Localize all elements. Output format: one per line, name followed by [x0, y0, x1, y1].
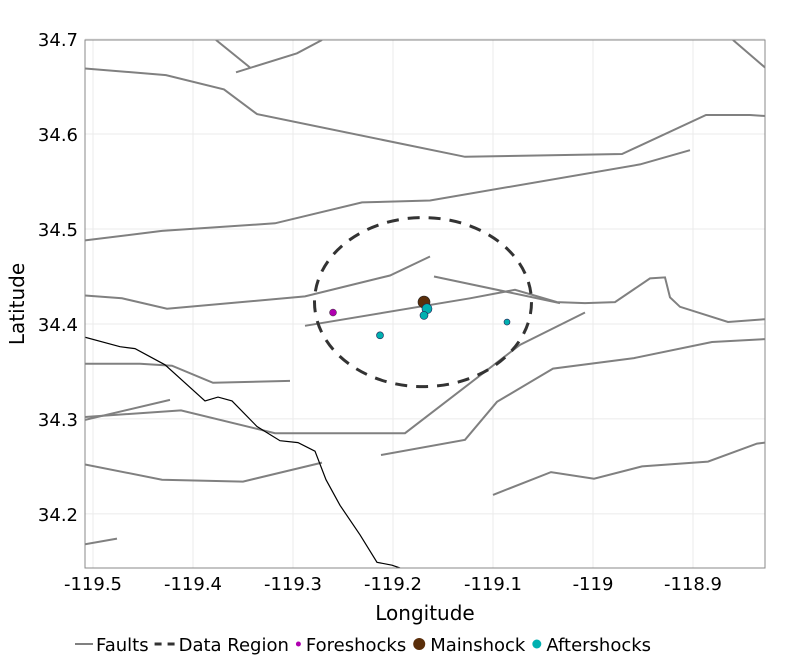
- x-tick-label: -119.4: [164, 574, 222, 595]
- y-axis-label: Latitude: [5, 263, 29, 345]
- fault-line: [85, 362, 291, 384]
- fault-line: [85, 461, 323, 483]
- legend-label: Aftershocks: [546, 635, 651, 656]
- legend-label: Data Region: [179, 635, 289, 656]
- x-tick-label: -119.2: [364, 574, 422, 595]
- legend-item: Aftershocks: [532, 635, 651, 656]
- aftershock-point: [503, 318, 511, 326]
- legend-dot-icon: [295, 641, 301, 647]
- legend-item: Faults: [75, 635, 149, 656]
- fault-line: [85, 255, 431, 310]
- fault-line: [732, 40, 765, 69]
- legend-label: Faults: [96, 635, 149, 656]
- y-tick-label: 34.6: [38, 125, 78, 146]
- fault-line: [215, 40, 251, 69]
- aftershock-point: [376, 331, 384, 340]
- legend-item: Foreshocks: [295, 635, 406, 656]
- legend-dot-icon: [413, 638, 426, 650]
- foreshock-point: [329, 308, 337, 317]
- fault-line: [304, 276, 765, 327]
- y-tick-label: 34.4: [38, 315, 78, 336]
- fault-line: [85, 67, 765, 158]
- y-tick-label: 34.3: [38, 410, 78, 431]
- x-tick-label: -118.9: [664, 574, 722, 595]
- fault-line: [85, 149, 691, 242]
- data-region-circle: [313, 216, 533, 389]
- legend-item: Data Region: [154, 635, 289, 656]
- legend-dot-icon: [532, 639, 542, 649]
- legend-label: Mainshock: [430, 635, 526, 656]
- y-tick-label: 34.7: [38, 30, 78, 51]
- plot-layers: [85, 40, 765, 568]
- fault-line: [85, 537, 118, 546]
- legend: Faults Data Region Foreshocks Mainshock Afte…: [75, 635, 651, 656]
- x-axis-label: Longitude: [375, 601, 474, 625]
- legend-item: Mainshock: [413, 635, 526, 656]
- x-tick-label: -119.5: [64, 574, 122, 595]
- fault-line: [433, 275, 561, 305]
- fault-line: [492, 441, 765, 496]
- x-tick-label: -119: [573, 574, 614, 595]
- aftershock-point: [419, 311, 429, 320]
- y-tick-label: 34.2: [38, 505, 78, 526]
- plot-frame: [84, 39, 766, 569]
- fault-line: [235, 40, 323, 74]
- x-tick-label: -119.1: [464, 574, 522, 595]
- legend-label: Foreshocks: [306, 635, 406, 656]
- tick-labels: -119.5 -119.4 -119.3 -119.2 -119.1 -119 -118.9…: [38, 30, 722, 595]
- coastline: [85, 336, 401, 568]
- y-tick-label: 34.5: [38, 220, 78, 241]
- fault-line: [380, 338, 765, 456]
- fault-line: [85, 311, 586, 435]
- x-tick-label: -119.3: [264, 574, 322, 595]
